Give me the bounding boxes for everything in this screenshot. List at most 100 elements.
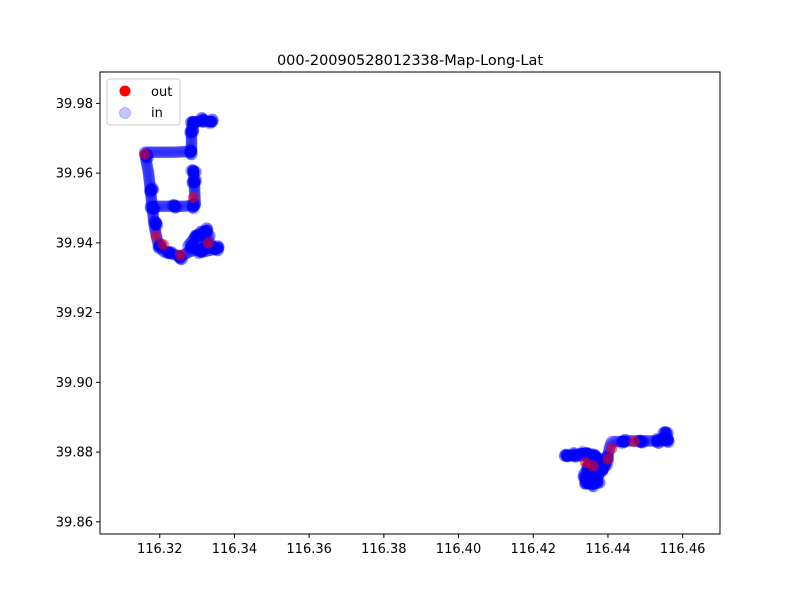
in-point — [660, 432, 673, 444]
in-point — [189, 231, 201, 243]
in-point — [144, 184, 157, 197]
in-point — [184, 242, 197, 255]
in-point — [144, 184, 156, 197]
in-point — [568, 450, 581, 463]
in-point — [206, 113, 219, 126]
in-point — [187, 165, 200, 178]
in-point — [651, 433, 664, 446]
out-point — [150, 230, 162, 242]
in-point — [656, 435, 669, 447]
in-point — [151, 200, 164, 213]
in-point — [143, 177, 156, 190]
in-point — [560, 448, 573, 461]
in-point — [562, 450, 574, 463]
in-point — [166, 200, 179, 213]
in-point — [564, 449, 577, 462]
in-point — [206, 115, 219, 127]
in-point — [145, 193, 158, 206]
in-point — [189, 229, 202, 242]
in-point — [192, 243, 205, 256]
in-point — [651, 434, 664, 447]
in-point — [196, 115, 208, 128]
in-point — [192, 240, 205, 252]
in-point — [157, 200, 170, 213]
in-point — [150, 217, 162, 230]
in-point — [616, 437, 629, 450]
in-point — [142, 165, 155, 178]
in-point — [587, 476, 600, 489]
in-point — [196, 111, 208, 124]
in-point — [168, 199, 181, 212]
in-point — [660, 428, 673, 441]
in-point — [589, 471, 602, 484]
in-point — [581, 476, 594, 489]
in-point — [661, 433, 674, 446]
in-point — [654, 434, 667, 447]
in-point — [586, 472, 599, 485]
in-point — [588, 477, 600, 489]
in-point — [184, 146, 196, 159]
in-point — [200, 224, 213, 237]
in-point — [587, 478, 599, 491]
in-point — [150, 217, 163, 229]
in-point — [185, 123, 198, 136]
in-point — [586, 476, 599, 489]
in-point — [187, 239, 199, 252]
in-point — [593, 476, 606, 489]
in-point — [191, 229, 204, 242]
in-point — [205, 115, 218, 128]
out-point — [187, 192, 199, 204]
in-point — [150, 200, 162, 213]
in-point — [591, 475, 604, 488]
in-point — [661, 435, 674, 448]
out-point — [202, 237, 214, 249]
in-point — [661, 434, 674, 447]
in-point — [185, 245, 198, 258]
in-point — [200, 222, 213, 235]
in-point — [185, 125, 198, 138]
in-point — [168, 146, 181, 159]
in-point — [588, 448, 601, 461]
in-point — [185, 116, 197, 128]
in-point — [190, 242, 203, 255]
in-point — [595, 466, 607, 479]
in-point — [195, 112, 208, 125]
in-point — [192, 246, 205, 259]
in-point — [193, 115, 206, 128]
in-point — [196, 227, 209, 239]
in-point — [181, 145, 194, 158]
in-point — [185, 132, 198, 145]
in-point — [196, 114, 209, 127]
in-point — [186, 125, 199, 138]
out-point — [174, 249, 186, 261]
in-point — [211, 242, 224, 254]
y-tick-label: 39.96 — [56, 167, 93, 182]
in-point — [178, 200, 190, 213]
legend-marker-in — [119, 107, 131, 119]
x-tick-label: 116.46 — [660, 542, 706, 557]
in-point — [578, 477, 591, 490]
x-tick-label: 116.38 — [361, 542, 407, 557]
in-point — [656, 434, 669, 447]
in-point — [194, 245, 207, 258]
in-point — [567, 449, 580, 462]
in-point — [145, 183, 158, 196]
in-point — [579, 473, 592, 485]
in-point — [185, 144, 198, 157]
in-point — [645, 434, 657, 447]
in-point — [662, 433, 675, 446]
in-point — [581, 474, 593, 487]
in-point — [583, 475, 596, 488]
in-point — [184, 241, 197, 254]
in-point — [587, 448, 599, 461]
in-point — [186, 234, 199, 247]
in-point — [201, 224, 214, 237]
in-point — [147, 212, 160, 225]
in-point — [203, 115, 216, 128]
in-point — [585, 470, 598, 483]
in-point — [616, 435, 629, 448]
in-point — [579, 474, 592, 487]
in-point — [186, 164, 199, 176]
in-point — [176, 200, 189, 213]
in-point — [148, 203, 160, 216]
